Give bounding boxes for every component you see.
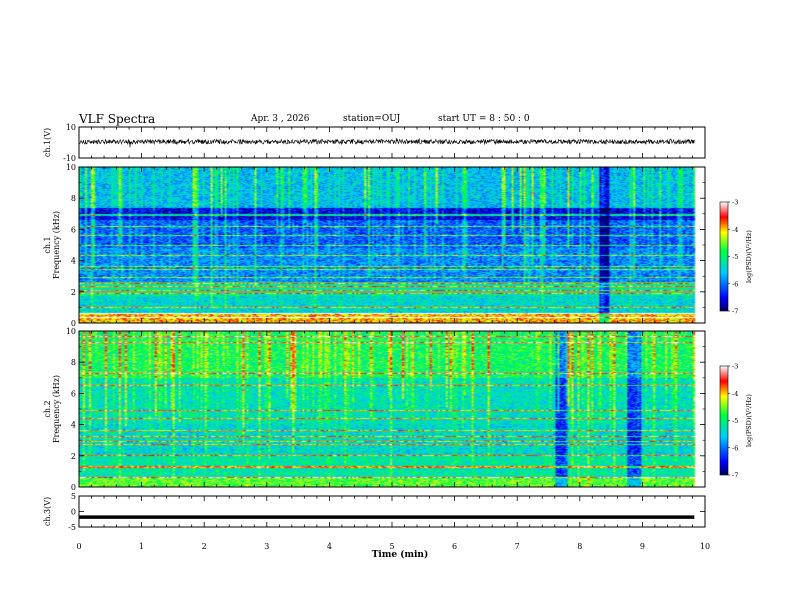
x-tick-label: 3 [264,542,269,551]
y-tick-label: 0 [71,319,76,328]
y-channel-label: ch.1 [43,236,52,253]
x-axis-label: Time (min) [372,549,429,560]
y-tick-label: 5 [71,492,76,501]
x-tick-label: 0 [76,542,81,551]
ch1-spectrogram-panel [79,167,705,323]
x-tick-label: 6 [452,542,457,551]
y-tick-label: -5 [68,523,76,532]
ch1-waveform-panel [78,137,695,148]
y-tick-label: -10 [63,154,76,163]
x-tick-label: 10 [700,542,710,551]
x-tick-label: 4 [327,542,332,551]
colorbar-tick-label: -3 [732,199,738,207]
station-label: station=OUJ [343,114,401,124]
y-axis-label: Frequency (kHz) [52,375,61,443]
ch2-spectrogram-panel [79,331,705,487]
colorbar-tick-label: -3 [732,363,738,371]
ch1-spectrogram-image [79,167,705,323]
y-tick-label: 2 [71,288,76,297]
x-tick-label: 1 [139,542,144,551]
colorbar-tick-label: -4 [732,390,738,398]
y-axis-label: ch.1(V) [43,128,52,157]
y-tick-label: 6 [71,389,76,398]
y-tick-label: 4 [71,421,76,430]
ch2-spectrogram-image [79,331,705,487]
colorbar-tick-label: -7 [732,308,738,316]
y-tick-label: 10 [66,163,76,172]
y-tick-label: 10 [66,327,76,336]
y-tick-label: 10 [66,123,76,132]
ch1-trace [78,137,695,148]
x-tick-label: 5 [389,542,394,551]
colorbar [719,365,729,476]
x-tick-label: 8 [577,542,582,551]
y-channel-label: ch.2 [43,400,52,417]
colorbar-tick-label: -5 [732,417,738,425]
colorbar-label: log(PSD)(V²/Hz) [745,394,753,447]
y-tick-label: 6 [71,225,76,234]
y-axis-label: ch.3(V) [43,497,52,526]
x-tick-label: 7 [515,542,520,551]
chart-title: VLF Spectra [79,112,156,126]
date-label: Apr. 3 , 2026 [251,114,310,124]
colorbar-tick-label: -4 [732,226,738,234]
y-tick-label: 8 [71,194,76,203]
colorbar-tick-label: -6 [732,280,738,288]
colorbar-tick-label: -5 [732,253,738,261]
colorbar [719,201,729,312]
y-tick-label: 0 [71,508,76,517]
start-ut-label: start UT = 8 : 50 : 0 [438,114,530,124]
y-tick-label: 4 [71,257,76,266]
colorbar-label: log(PSD)(V²/Hz) [745,230,753,283]
colorbar-tick-label: -6 [732,444,738,452]
y-tick-label: 8 [71,358,76,367]
x-tick-label: 2 [202,542,207,551]
colorbars: -3 -4 -5 -6 -7 log(PSD)(V²/Hz) -3 -4 -5 -6 -7 log(P… [719,199,753,480]
y-tick-label: 2 [71,452,76,461]
colorbar-tick-label: -7 [732,472,738,480]
x-tick-label: 9 [640,542,645,551]
y-axis-label: Frequency (kHz) [52,211,61,279]
y-tick-label: 0 [71,483,76,492]
